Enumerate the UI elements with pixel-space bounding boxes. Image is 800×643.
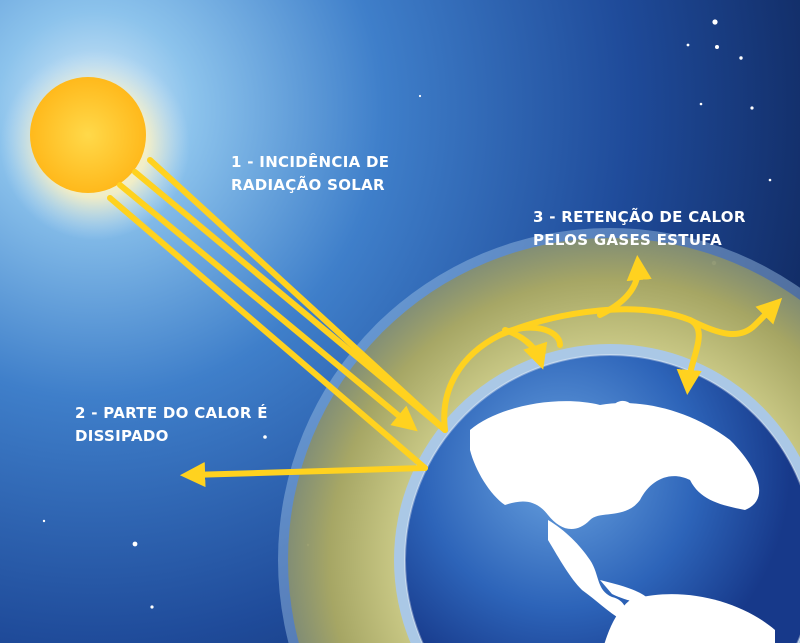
incoming-ray-3 [147,157,448,433]
earth-rim [404,354,800,643]
star-icon [418,94,422,98]
heat-retention-loop-left [441,324,563,433]
south-america [600,594,775,643]
star-icon [132,541,138,547]
label-heat-dissipated: 2 - PARTE DO CALOR É DISSIPADO [75,402,268,448]
star-icon [699,102,703,106]
north-america [470,401,760,530]
sun-icon [0,50,190,240]
incoming-ray-2 [132,169,448,433]
central-america [548,520,626,620]
dissipated-heat-arrow [179,461,428,488]
heat-escape-arrow-1 [597,254,652,318]
star-icon [768,178,772,182]
star-icon [715,45,719,49]
star-icon [42,519,46,523]
label-heat-dissipated-line2: DISSIPADO [75,427,169,445]
star-icon [750,106,754,110]
greenland-tip [610,400,632,415]
heat-escape-arrow-2 [687,297,783,338]
continents [470,400,775,643]
label-solar-incidence: 1 - INCIDÊNCIA DE RADIAÇÃO SOLAR [231,151,389,197]
star-icon [263,435,267,439]
heat-return-arrow-2 [497,306,702,396]
star-icon [686,43,690,47]
incoming-ray-1 [117,182,418,432]
label-solar-incidence-line1: 1 - INCIDÊNCIA DE [231,153,390,171]
incoming-ray-4 [107,195,428,471]
label-heat-retention-line1: 3 - RETENÇÃO DE CALOR [533,208,746,226]
solar-ray-arrows [107,157,783,488]
label-solar-incidence-line2: RADIAÇÃO SOLAR [231,176,385,194]
star-icon [739,56,743,60]
star-icon [150,605,154,609]
sun-core [30,77,146,193]
caribbean [600,580,650,603]
star-icon [712,19,718,25]
earth-globe [404,354,800,643]
label-heat-retention: 3 - RETENÇÃO DE CALOR PELOS GASES ESTUFA [533,206,746,252]
label-heat-retention-line2: PELOS GASES ESTUFA [533,231,723,249]
label-heat-dissipated-line1: 2 - PARTE DO CALOR É [75,404,268,422]
